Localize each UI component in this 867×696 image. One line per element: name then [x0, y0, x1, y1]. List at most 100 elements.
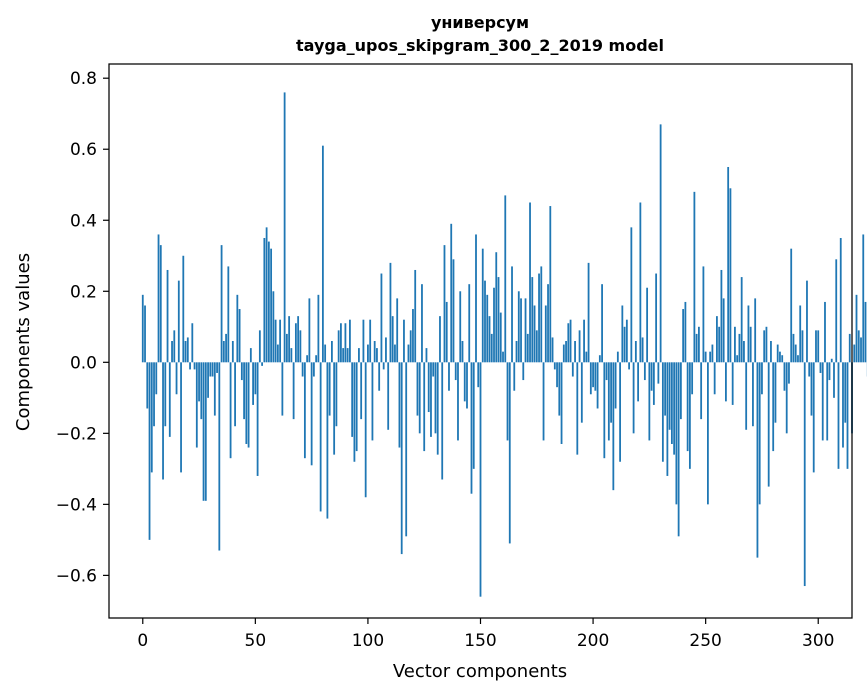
bar-71	[301, 362, 304, 377]
bar-248	[700, 362, 703, 420]
bar-199	[589, 362, 592, 395]
x-axis-ticks: 0 50 100 150 200 250 300	[137, 618, 834, 651]
bar-104	[376, 348, 378, 363]
bar-47	[247, 362, 250, 448]
bar-150	[479, 362, 482, 597]
bar-98	[362, 319, 365, 363]
bar-158	[497, 277, 500, 363]
bar-135	[445, 301, 448, 363]
bar-254	[713, 362, 716, 395]
bar-208	[610, 362, 612, 423]
bar-137	[450, 223, 453, 363]
bar-29	[207, 362, 209, 398]
bar-119	[409, 330, 412, 363]
bar-177	[540, 266, 543, 363]
bar-116	[403, 319, 405, 363]
bar-225	[648, 362, 651, 441]
bar-183	[553, 362, 556, 370]
bar-246	[695, 333, 698, 363]
bar-28	[204, 362, 207, 501]
x-tick-label-150: 150	[464, 631, 496, 651]
bar-298	[812, 362, 815, 473]
bar-267	[743, 341, 745, 363]
bar-189	[567, 323, 570, 363]
bar-257	[720, 269, 723, 363]
bar-166	[515, 341, 518, 363]
bar-193	[576, 362, 579, 455]
bar-171	[526, 333, 529, 363]
bar-149	[477, 362, 480, 388]
bar-312	[844, 362, 847, 423]
bar-295	[806, 280, 808, 363]
bar-5	[153, 362, 155, 427]
bar-306	[830, 358, 833, 363]
bar-194	[578, 330, 581, 363]
bar-113	[396, 298, 399, 363]
bar-146	[470, 362, 473, 494]
bar-156	[493, 287, 495, 363]
bar-147	[472, 362, 475, 469]
bar-101	[369, 319, 372, 363]
bar-281	[774, 362, 777, 423]
bar-75	[310, 362, 313, 466]
bar-259	[725, 362, 727, 402]
bar-303	[824, 301, 826, 363]
bar-133	[441, 362, 444, 480]
bar-195	[580, 362, 583, 423]
bar-140	[457, 362, 459, 441]
bar-314	[848, 333, 851, 363]
bar-24	[195, 362, 198, 448]
bar-276	[763, 330, 766, 363]
bar-308	[835, 259, 838, 363]
bar-106	[380, 273, 383, 363]
bar-159	[499, 312, 502, 363]
bar-64	[285, 333, 288, 363]
bar-139	[454, 362, 457, 381]
bar-184	[556, 362, 558, 388]
bar-109	[387, 362, 390, 430]
x-tick-label-300: 300	[802, 631, 834, 651]
bar-321	[864, 301, 867, 363]
bar-72	[303, 362, 306, 459]
bar-196	[583, 319, 585, 363]
bar-179	[544, 305, 547, 363]
bar-121	[414, 269, 417, 363]
bar-181	[549, 206, 552, 363]
bar-239	[679, 362, 682, 420]
bar-180	[547, 284, 549, 363]
bar-136	[448, 362, 450, 391]
bar-264	[736, 355, 739, 363]
bar-30	[209, 362, 212, 377]
bar-197	[585, 351, 588, 363]
bar-258	[722, 298, 725, 363]
bar-212	[619, 362, 621, 462]
bar-297	[810, 362, 813, 416]
bar-284	[781, 355, 784, 363]
bar-27	[202, 362, 205, 501]
bar-219	[634, 341, 637, 363]
bar-226	[650, 362, 653, 391]
bar-291	[797, 355, 799, 363]
bar-296	[808, 362, 811, 377]
bar-200	[592, 362, 594, 388]
bar-317	[855, 294, 858, 363]
bar-107	[382, 362, 385, 370]
bar-38	[227, 266, 230, 363]
bar-316	[853, 344, 856, 363]
bar-99	[364, 362, 367, 498]
bar-122	[416, 362, 419, 416]
bar-114	[398, 362, 401, 448]
bar-67	[292, 362, 295, 420]
bar-227	[652, 362, 655, 405]
bar-145	[468, 284, 471, 363]
bar-144	[466, 362, 468, 409]
bar-253	[711, 344, 714, 363]
bar-14	[173, 330, 176, 363]
bar-61	[279, 319, 282, 363]
bar-1	[144, 305, 146, 363]
bar-19	[184, 341, 187, 363]
bar-74	[308, 298, 311, 363]
bar-244	[691, 362, 694, 395]
bar-293	[801, 330, 804, 363]
